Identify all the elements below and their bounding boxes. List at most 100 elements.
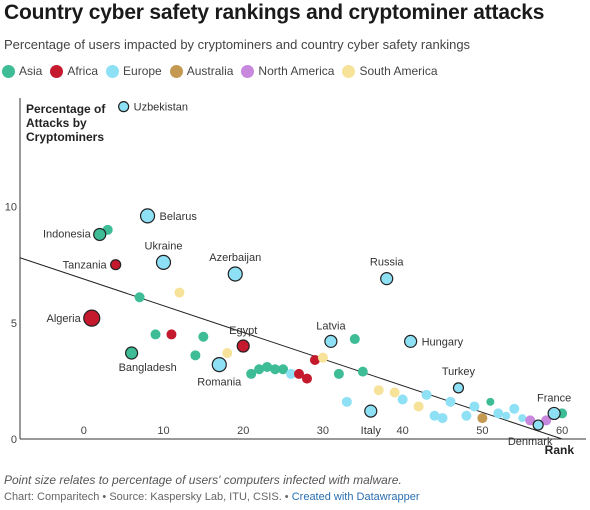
data-point[interactable] bbox=[518, 414, 527, 423]
point-uzbekistan[interactable] bbox=[118, 101, 130, 113]
data-point[interactable] bbox=[477, 413, 488, 424]
data-point[interactable] bbox=[486, 397, 495, 406]
data-point[interactable] bbox=[222, 348, 233, 359]
data-point[interactable] bbox=[437, 413, 448, 424]
x-tick-label: 0 bbox=[81, 425, 87, 437]
data-point[interactable] bbox=[525, 415, 536, 426]
data-point[interactable] bbox=[294, 368, 305, 379]
legend-item-north-america[interactable]: North America bbox=[241, 64, 334, 78]
point-label-tanzania: Tanzania bbox=[63, 260, 108, 272]
data-point[interactable] bbox=[509, 403, 520, 414]
data-point[interactable] bbox=[278, 364, 289, 375]
x-tick-label: 10 bbox=[157, 425, 169, 437]
data-point[interactable] bbox=[134, 292, 145, 303]
legend-item-europe[interactable]: Europe bbox=[106, 64, 162, 78]
data-point[interactable] bbox=[254, 364, 265, 375]
data-point[interactable] bbox=[502, 411, 511, 420]
legend-swatch-north-america bbox=[241, 64, 255, 78]
data-point[interactable] bbox=[445, 396, 456, 407]
data-point[interactable] bbox=[198, 331, 209, 342]
x-tick-label: 40 bbox=[397, 425, 409, 437]
legend-swatch-europe bbox=[106, 64, 120, 78]
data-point[interactable] bbox=[461, 410, 472, 421]
legend-label-europe: Europe bbox=[123, 64, 162, 78]
point-tanzania[interactable] bbox=[110, 259, 122, 271]
data-point[interactable] bbox=[150, 329, 161, 340]
data-point[interactable] bbox=[429, 410, 440, 421]
trend-line bbox=[19, 257, 563, 440]
data-point[interactable] bbox=[357, 366, 368, 377]
point-algeria[interactable] bbox=[83, 309, 101, 327]
credit-chart-by: Chart: Comparitech bbox=[4, 491, 100, 503]
y-axis-title: Percentage of Attacks by Cryptominers bbox=[26, 102, 106, 144]
legend-label-africa: Africa bbox=[67, 64, 99, 78]
point-label-uzbekistan: Uzbekistan bbox=[134, 102, 188, 114]
point-italy[interactable] bbox=[364, 404, 378, 418]
point-label-egypt: Egypt bbox=[229, 325, 257, 337]
point-turkey[interactable] bbox=[452, 382, 465, 394]
data-point[interactable] bbox=[373, 385, 384, 396]
point-label-denmark: Denmark bbox=[508, 436, 553, 448]
point-latvia[interactable] bbox=[324, 334, 338, 348]
data-point[interactable] bbox=[309, 354, 320, 365]
point-denmark[interactable] bbox=[532, 419, 544, 431]
point-label-bangladesh: Bangladesh bbox=[119, 362, 177, 374]
data-point[interactable] bbox=[541, 415, 552, 426]
legend-item-asia[interactable]: Asia bbox=[2, 64, 42, 78]
point-azerbaijan[interactable] bbox=[227, 266, 243, 282]
legend-item-africa[interactable]: Africa bbox=[50, 64, 98, 78]
legend-swatch-australia bbox=[169, 64, 183, 78]
legend-item-australia[interactable]: Australia bbox=[169, 64, 234, 78]
legend-item-south-america[interactable]: South America bbox=[342, 64, 438, 78]
data-point[interactable] bbox=[246, 368, 257, 379]
point-hungary[interactable] bbox=[404, 334, 418, 348]
point-france[interactable] bbox=[547, 406, 561, 421]
credit-separator: • bbox=[99, 491, 110, 503]
point-romania[interactable] bbox=[211, 357, 227, 373]
point-label-indonesia: Indonesia bbox=[43, 228, 92, 240]
point-indonesia[interactable] bbox=[93, 227, 107, 242]
legend-label-australia: Australia bbox=[186, 64, 234, 78]
data-point[interactable] bbox=[341, 396, 352, 407]
point-ukraine[interactable] bbox=[155, 254, 172, 270]
data-point[interactable] bbox=[317, 352, 328, 363]
data-point[interactable] bbox=[286, 368, 297, 379]
data-point[interactable] bbox=[389, 387, 400, 398]
x-tick-label: 50 bbox=[476, 425, 488, 437]
x-tick-label: 60 bbox=[556, 425, 568, 437]
data-point[interactable] bbox=[469, 401, 480, 412]
data-point[interactable] bbox=[413, 401, 424, 412]
data-point[interactable] bbox=[333, 368, 344, 379]
point-label-hungary: Hungary bbox=[422, 336, 464, 348]
point-belarus[interactable] bbox=[139, 208, 156, 224]
point-label-turkey: Turkey bbox=[442, 366, 476, 378]
point-label-latvia: Latvia bbox=[316, 320, 346, 332]
point-label-ukraine: Ukraine bbox=[145, 240, 183, 252]
data-point[interactable] bbox=[174, 287, 185, 298]
scatter-chart: 0 5 10 0 10 20 30 40 50 60 Percentage of Attacks by… bbox=[5, 98, 586, 457]
datawrapper-link[interactable]: Created with Datawrapper bbox=[291, 491, 420, 503]
data-point[interactable] bbox=[397, 394, 408, 405]
data-point[interactable] bbox=[301, 373, 312, 384]
data-point[interactable] bbox=[270, 364, 281, 375]
y-tick-label: 10 bbox=[5, 202, 17, 214]
chart-credits: Chart: Comparitech • Source: Kaspersky L… bbox=[4, 491, 420, 503]
point-russia[interactable] bbox=[380, 272, 394, 286]
chart-subtitle: Percentage of users impacted by cryptomi… bbox=[4, 37, 471, 52]
point-bangladesh[interactable] bbox=[125, 346, 139, 360]
legend-swatch-south-america bbox=[342, 64, 356, 78]
data-point[interactable] bbox=[190, 350, 201, 361]
legend-swatch-asia bbox=[2, 64, 15, 78]
point-egypt[interactable] bbox=[236, 339, 250, 353]
credit-source: Source: Kaspersky Lab, ITU, CSIS. bbox=[109, 491, 282, 503]
point-label-belarus: Belarus bbox=[160, 211, 198, 223]
legend-label-south-america: South America bbox=[359, 64, 438, 78]
point-label-azerbaijan: Azerbaijan bbox=[209, 252, 261, 264]
data-point[interactable] bbox=[493, 408, 504, 419]
data-point[interactable] bbox=[262, 361, 273, 372]
data-point[interactable] bbox=[421, 389, 432, 400]
x-axis-title: Rank bbox=[545, 443, 575, 457]
data-point[interactable] bbox=[349, 334, 360, 345]
credit-separator: • bbox=[281, 491, 292, 503]
data-point[interactable] bbox=[166, 329, 177, 340]
